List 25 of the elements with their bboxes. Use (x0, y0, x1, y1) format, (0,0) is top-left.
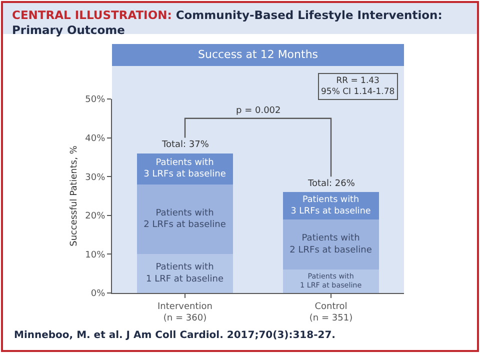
series-label: Patients with 2 LRFs at baseline (144, 208, 226, 230)
total-label: Total: 26% (307, 179, 356, 189)
y-axis-title: Successful Patients, % (70, 145, 80, 246)
x-tick-label: Intervention (n = 360) (158, 302, 212, 324)
text: Patients with 2 LRFs at baseline (290, 234, 372, 256)
y-tick-label: 20% (85, 212, 106, 222)
y-tick-label: 30% (85, 172, 106, 183)
series-label: Patients with 3 LRFs at baseline (290, 194, 371, 216)
annotation: p = 0.002 (236, 106, 281, 116)
chart-title: CENTRAL ILLUSTRATION: Community-Based Lifestyle Intervention: Primary Outcome (12, 8, 442, 37)
total-label: Total: 37% (161, 140, 210, 150)
text: Patients with 3 LRFs at baseline (144, 158, 226, 180)
text: Patients with 1 LRF at baseline (146, 262, 224, 284)
bar (282, 219, 380, 270)
text: Minneboo, M. et al. J Am Coll Cardiol. 2017;70(3):318-27. (14, 330, 336, 341)
y-tick-label: 10% (85, 250, 106, 260)
y-tick-label: 40% (85, 134, 106, 144)
bar (136, 184, 234, 254)
y-tick-label: 50% (85, 95, 106, 106)
chart-subtitle: Success at 12 Months (198, 48, 318, 61)
bar (136, 254, 234, 293)
x-tick-label: Control (n = 351) (309, 302, 353, 324)
y-tick-label: 0% (90, 289, 106, 300)
text: RR = 1.43 95% CI 1.14-1.78 (321, 76, 395, 98)
series-label: Patients with 1 LRF at baseline (300, 271, 362, 290)
